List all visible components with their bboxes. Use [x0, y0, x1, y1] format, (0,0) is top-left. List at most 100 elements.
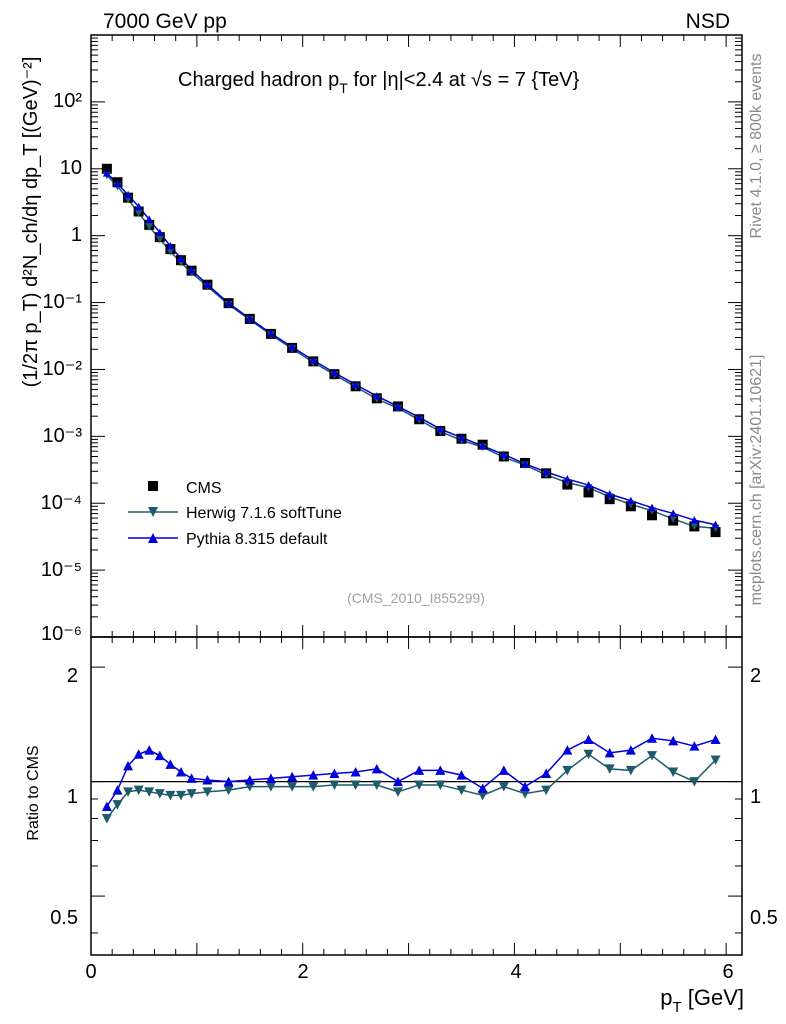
analysis-id-label: (CMS_2010_I855299) — [347, 590, 485, 606]
axis-ticks — [90, 35, 742, 955]
herwig-ratio-point — [498, 782, 509, 792]
pythia-ratio-point — [498, 765, 509, 775]
y-tick-label: 1 — [71, 224, 82, 246]
process-label: NSD — [686, 10, 730, 33]
cms-point — [583, 487, 594, 498]
herwig-ratio-point — [308, 782, 319, 792]
herwig-ratio-point — [186, 789, 197, 799]
x-tick-label: 4 — [510, 961, 521, 983]
pythia-ratio-point — [562, 745, 573, 755]
series-layer — [101, 163, 721, 824]
pythia-main-line — [106, 172, 716, 526]
pythia-point — [330, 368, 339, 377]
pythia-ratio-point — [165, 759, 176, 769]
pythia-ratio-point — [112, 785, 123, 795]
y-tick-labels: 10² 10 1 10⁻¹ 10⁻² 10⁻³ 10⁻⁴ 10⁻⁵ 10⁻⁶ — [41, 90, 83, 645]
herwig-ratio-point — [123, 787, 134, 797]
pythia-ratio-point — [202, 774, 213, 785]
pythia-ratio-point — [186, 773, 197, 783]
pythia-point — [690, 516, 699, 524]
herwig-ratio-point — [154, 789, 165, 799]
pythia-point — [584, 481, 593, 489]
y-tick-label: 10⁻² — [43, 358, 83, 380]
pythia-point — [372, 392, 381, 400]
herwig-point — [145, 223, 154, 231]
pythia-ratio-point — [583, 734, 594, 745]
herwig-ratio-point — [371, 780, 382, 790]
pythia-ratio-point — [541, 768, 552, 779]
pythia-point — [563, 475, 572, 483]
herwig-point — [669, 515, 678, 523]
legend-herwig-marker — [148, 507, 158, 517]
pythia-point — [102, 169, 111, 177]
legend-pythia-marker — [148, 533, 158, 543]
herwig-ratio-point — [202, 787, 213, 797]
pythia-point — [224, 299, 233, 307]
herwig-ratio-point — [710, 755, 721, 765]
legend-cms-label: CMS — [186, 480, 222, 497]
y-tick-label: 10⁻⁵ — [41, 559, 82, 581]
y-axis-label: (1/2π p_T) d²N_ch/dη dp_T [(GeV)⁻²] — [20, 57, 42, 388]
legend: CMS Herwig 7.1.6 softTune Pythia 8.315 d… — [128, 480, 342, 548]
pythia-ratio-point — [265, 773, 276, 783]
y-tick-label: 10⁻¹ — [43, 291, 83, 313]
pythia-point — [155, 228, 164, 237]
rivet-version-label: Rivet 4.1.0, ≥ 800k events — [748, 54, 765, 239]
herwig-ratio-point — [562, 765, 573, 776]
pythia-point — [245, 314, 254, 323]
herwig-ratio-point — [329, 780, 340, 790]
pythia-point — [626, 496, 635, 505]
ratio-tick-label-right: 0.5 — [750, 907, 778, 929]
pythia-point — [187, 266, 196, 274]
pythia-ratio-point — [710, 734, 721, 745]
pythia-ratio-point — [287, 771, 298, 782]
herwig-point — [134, 209, 143, 217]
herwig-ratio-point — [175, 790, 186, 801]
herwig-ratio-point — [647, 751, 658, 761]
mcplots-label: mcplots.cern.ch [arXiv:2401.10621] — [748, 355, 765, 606]
cms-point — [101, 163, 112, 174]
pythia-point — [669, 509, 678, 517]
herwig-ratio-point — [456, 785, 467, 796]
pythia-point — [648, 503, 657, 512]
herwig-ratio-point — [287, 782, 298, 792]
pythia-point — [436, 425, 445, 433]
pythia-point — [113, 179, 122, 188]
pythia-ratio-point — [244, 774, 255, 785]
pythia-ratio-point — [223, 776, 234, 787]
ratio-plot-frame — [90, 636, 743, 956]
herwig-ratio-point — [668, 767, 679, 777]
pythia-point — [393, 402, 402, 410]
pythia-ratio-point — [647, 733, 658, 743]
y-tick-label: 10 — [60, 157, 82, 179]
pythia-point — [521, 459, 529, 468]
pythia-point — [309, 356, 318, 364]
herwig-ratio-point — [583, 749, 594, 760]
pythia-ratio-point — [123, 760, 134, 771]
pythia-ratio-point — [371, 763, 382, 774]
y-tick-label: 10⁻⁶ — [41, 623, 82, 645]
pythia-ratio-point — [414, 765, 425, 775]
pythia-ratio-point — [520, 781, 530, 792]
herwig-point — [690, 522, 699, 531]
pythia-point — [711, 520, 720, 529]
herwig-ratio-point — [112, 800, 123, 810]
pythia-ratio-point — [329, 768, 340, 779]
ratio-tick-label-right: 1 — [750, 786, 761, 808]
pythia-ratio-point — [689, 741, 700, 751]
pythia-point — [266, 329, 275, 337]
pythia-ratio-point — [133, 749, 144, 759]
pythia-point — [605, 490, 614, 498]
herwig-ratio-point — [265, 782, 276, 792]
pythia-point — [478, 441, 487, 450]
herwig-ratio-point — [165, 790, 176, 801]
herwig-ratio-point — [414, 780, 425, 790]
pythia-ratio-point — [435, 765, 446, 775]
pythia-point — [145, 215, 154, 223]
herwig-ratio-point — [689, 777, 700, 787]
herwig-ratio-point — [350, 780, 361, 790]
herwig-ratio-point — [520, 789, 530, 799]
herwig-ratio-point — [477, 790, 488, 801]
x-tick-label: 2 — [297, 961, 308, 983]
